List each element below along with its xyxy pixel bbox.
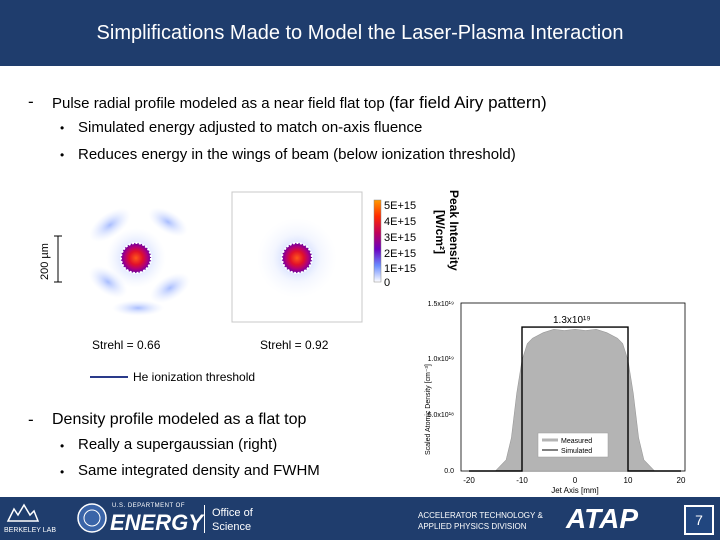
x-tick-label: 10 bbox=[624, 476, 633, 485]
chart-annotation: 1.3x10¹⁹ bbox=[553, 315, 591, 326]
footer-bar: BERKELEY LAB U.S. DEPARTMENT OF ENERGY O… bbox=[0, 497, 720, 540]
density-chart: 1.3x10¹⁹ 1.5x10¹⁹ 1.0x10¹⁹ 5.0x10¹⁸ 0.0 … bbox=[410, 295, 720, 495]
x-tick-label: -20 bbox=[463, 476, 475, 485]
bullet-dash-1: - bbox=[28, 92, 34, 111]
y-tick-label: 5.0x10¹⁸ bbox=[428, 412, 454, 419]
division-label-1: ACCELERATOR TECHNOLOGY & bbox=[418, 511, 543, 520]
x-tick-label: 0 bbox=[573, 476, 578, 485]
spot-panel-left bbox=[70, 188, 200, 320]
office-label-1: Office of bbox=[212, 507, 253, 519]
atap-logo: ATAP bbox=[566, 503, 639, 534]
bullet-2-sub-1: Really a supergaussian (right) bbox=[78, 436, 278, 453]
colorbar-title-2: [W/cm²] bbox=[433, 210, 447, 254]
bullet-dash-2: - bbox=[28, 410, 34, 429]
x-tick-label: -10 bbox=[516, 476, 528, 485]
berkeley-lab-logo-icon bbox=[6, 503, 40, 522]
y-tick-label: 1.0x10¹⁹ bbox=[428, 356, 454, 363]
y-tick-label: 0.0 bbox=[444, 468, 454, 475]
colorbar-tick: 4E+15 bbox=[384, 216, 416, 228]
doe-seal-icon bbox=[77, 503, 107, 533]
doe-main-label: ENERGY bbox=[110, 510, 203, 535]
colorbar-title-1: Peak Intensity bbox=[447, 190, 461, 271]
page-number: 7 bbox=[684, 505, 714, 535]
slide-title: Simplifications Made to Model the Laser-… bbox=[96, 22, 624, 44]
title-bar: Simplifications Made to Model the Laser-… bbox=[0, 0, 720, 66]
bullet-2-sub-2: Same integrated density and FWHM bbox=[78, 462, 320, 479]
strehl-left: Strehl = 0.66 bbox=[92, 338, 161, 352]
legend-measured: Measured bbox=[561, 438, 592, 445]
sub-bullet-dot: • bbox=[60, 121, 65, 135]
colorbar-tick: 5E+15 bbox=[384, 200, 416, 212]
division-label-2: APPLIED PHYSICS DIVISION bbox=[418, 522, 527, 531]
bullet-1-sub-1: Simulated energy adjusted to match on-ax… bbox=[78, 119, 423, 136]
x-tick-label: 20 bbox=[677, 476, 686, 485]
legend-label: He ionization threshold bbox=[133, 370, 255, 384]
strehl-right: Strehl = 0.92 bbox=[260, 338, 329, 352]
office-label-2: Science bbox=[212, 521, 252, 533]
colorbar-tick: 0 bbox=[384, 277, 390, 289]
chart-legend: Measured Simulated bbox=[537, 432, 609, 458]
colorbar-tick: 1E+15 bbox=[384, 263, 416, 275]
footer-divider bbox=[204, 505, 205, 533]
bullet-2-text: Density profile modeled as a flat top bbox=[52, 411, 307, 428]
colorbar-tick: 3E+15 bbox=[384, 232, 416, 244]
sub-bullet-dot: • bbox=[60, 439, 65, 453]
doe-top-label: U.S. DEPARTMENT OF bbox=[112, 503, 186, 509]
bullet-1-text-a: Pulse radial profile modeled as a near f… bbox=[52, 95, 385, 112]
colorbar bbox=[373, 199, 382, 283]
plot-area bbox=[469, 326, 681, 472]
berkeley-lab-label: BERKELEY LAB bbox=[4, 527, 57, 534]
colorbar-tick: 2E+15 bbox=[384, 248, 416, 260]
y-ticks: 1.5x10¹⁹ 1.0x10¹⁹ 5.0x10¹⁸ 0.0 bbox=[428, 301, 454, 475]
bullet-1-text-b: (far field Airy pattern) bbox=[388, 93, 547, 112]
scale-label: 200 µm bbox=[40, 243, 51, 280]
sub-bullet-dot: • bbox=[60, 465, 65, 479]
sub-bullet-dot: • bbox=[60, 148, 65, 162]
bullet-1-text: Pulse radial profile modeled as a near f… bbox=[52, 93, 547, 113]
y-axis-label: Scaled Atomic Density [cm⁻³] bbox=[425, 364, 432, 455]
spot-panel-right bbox=[231, 191, 363, 323]
x-axis-label: Jet Axis [mm] bbox=[551, 486, 599, 495]
legend-simulated: Simulated bbox=[561, 448, 592, 455]
bullet-1-sub-2: Reduces energy in the wings of beam (bel… bbox=[78, 146, 516, 163]
focal-spot-figure: 200 µm 5E+15 4E+15 3E+15 2E+15 1E+15 0 P… bbox=[40, 188, 461, 384]
colorbar-ticks: 5E+15 4E+15 3E+15 2E+15 1E+15 0 bbox=[384, 200, 416, 289]
series-simulated-line bbox=[469, 326, 681, 472]
x-ticks: -20 -10 0 10 20 bbox=[463, 476, 686, 485]
y-tick-label: 1.5x10¹⁹ bbox=[428, 301, 454, 308]
